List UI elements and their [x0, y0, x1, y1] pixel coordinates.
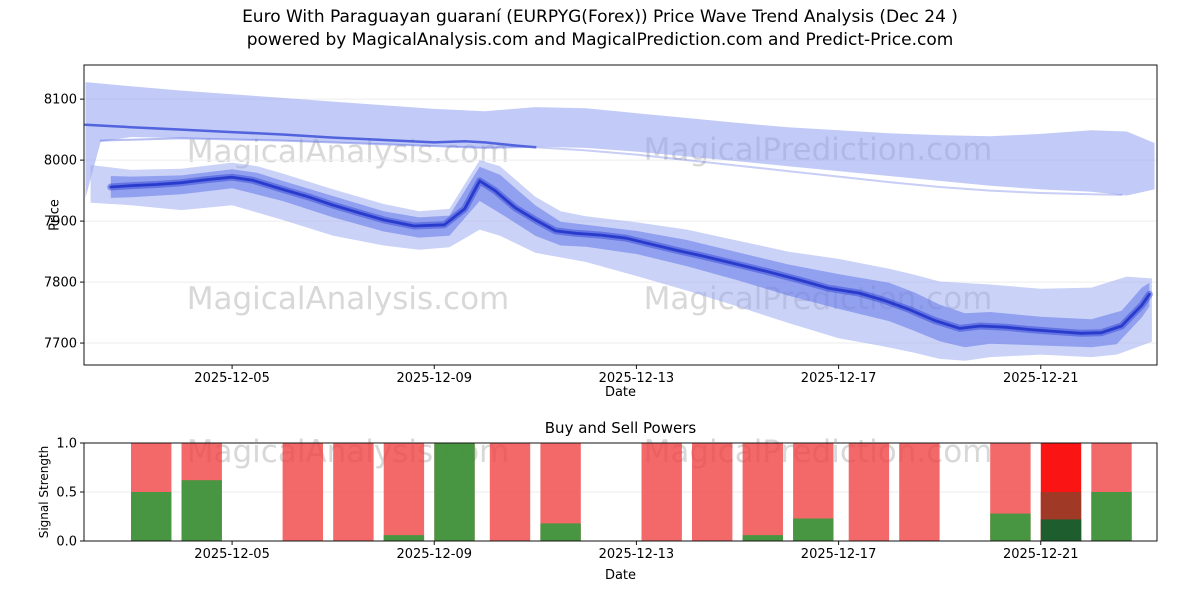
signal-bar-segment	[1091, 492, 1132, 541]
signal-bar-segment	[848, 443, 890, 541]
signal-bar-segment	[333, 443, 374, 541]
main-price-line	[109, 175, 1151, 335]
price-wave-plot	[84, 82, 1155, 361]
signal-bar-segment	[131, 492, 172, 541]
signal-bar-segment	[181, 480, 222, 541]
tick-label: 0.5	[56, 486, 77, 501]
tick-label: 2025-12-21	[1003, 371, 1079, 386]
signal-bar-segment	[489, 443, 531, 541]
tick-label: 7700	[44, 337, 77, 352]
signal-bar-segment	[282, 443, 323, 541]
price-axis-label: Price	[47, 199, 63, 231]
chart-subtitle: powered by MagicalAnalysis.com and Magic…	[246, 30, 954, 50]
signal-bar-segment	[990, 513, 1031, 541]
tick-label: 2025-12-17	[801, 547, 877, 562]
signal-bar-segment	[742, 443, 783, 541]
tick-label: 8100	[44, 93, 77, 108]
tick-label: 2025-12-13	[599, 547, 675, 562]
tick-label: 1.0	[56, 437, 77, 452]
price-x-axis-label: Date	[604, 385, 637, 400]
tick-label: 2025-12-13	[599, 371, 675, 386]
tick-label: 2025-12-21	[1003, 547, 1079, 562]
upper-trend-line	[84, 123, 537, 149]
signal-axis-label: Signal Strength	[37, 445, 51, 539]
signal-bar-segment	[540, 523, 581, 541]
upper-band-edge	[99, 137, 537, 149]
tick-label: 2025-12-05	[194, 371, 270, 386]
signal-bar-segment	[383, 443, 425, 541]
upper-trend-faint	[534, 146, 1123, 196]
tick-label: 2025-12-05	[194, 547, 270, 562]
signal-bar-segment	[1040, 519, 1082, 541]
watermark-analysis-2: MagicalAnalysis.com	[186, 281, 510, 317]
signal-x-axis-label: Date	[604, 568, 637, 583]
signal-bar-segment	[434, 443, 475, 541]
tick-label: 2025-12-09	[396, 547, 472, 562]
tick-label: 8000	[44, 154, 77, 169]
tick-label: 2025-12-09	[396, 371, 472, 386]
signal-bar-segment	[742, 535, 783, 541]
tick-label: 7800	[44, 276, 77, 291]
signal-bar-segment	[383, 535, 425, 541]
signal-chart-title: Buy and Sell Powers	[544, 419, 697, 437]
signal-bar-segment	[793, 518, 834, 541]
signal-bar-segment	[692, 443, 733, 541]
tick-label: 7900	[44, 215, 77, 230]
chart-title: Euro With Paraguayan guaraní (EURPYG(For…	[242, 7, 958, 27]
tick-label: 2025-12-17	[801, 371, 877, 386]
upper-forecast-band	[85, 82, 1155, 198]
price-plot-border	[83, 64, 1158, 366]
signal-bar-segment	[899, 443, 940, 541]
signal-bars	[131, 443, 1132, 541]
tick-label: 0.0	[56, 535, 77, 550]
signal-bar-segment	[641, 443, 682, 541]
